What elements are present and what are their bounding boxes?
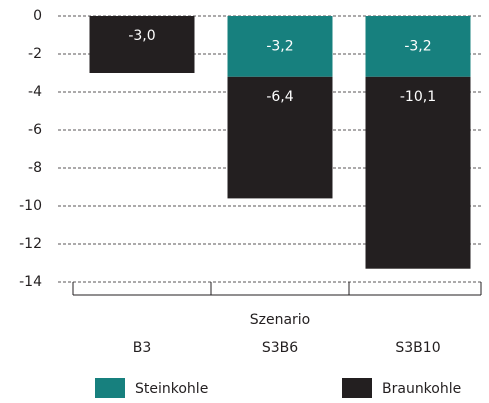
y-tick-label: -12 [19,236,42,252]
data-label: -6,4 [266,89,293,105]
data-label: -3,0 [128,28,155,44]
bar-segment [89,16,195,73]
legend-label: Braunkohle [382,381,461,397]
y-tick-label: 0 [33,8,42,24]
y-tick-label: -6 [28,122,42,138]
y-tick-label: -14 [19,274,42,290]
bar-segment [365,76,471,269]
x-tick-label: S3B6 [262,340,298,356]
bar-segment [227,16,333,77]
data-label: -3,2 [404,38,431,54]
x-tick-label: B3 [133,340,152,356]
y-tick-label: -2 [28,46,42,62]
data-label: -3,2 [266,38,293,54]
y-tick-label: -10 [19,198,42,214]
bar-segment [365,16,471,77]
legend-label: Steinkohle [135,381,208,397]
data-label: -10,1 [400,89,436,105]
x-tick-label: S3B10 [395,340,440,356]
x-axis-label: Szenario [250,312,311,328]
y-tick-label: -4 [28,84,42,100]
bar-segment [227,76,333,199]
y-tick-label: -8 [28,160,42,176]
legend-swatch [95,378,125,398]
legend-swatch [342,378,372,398]
